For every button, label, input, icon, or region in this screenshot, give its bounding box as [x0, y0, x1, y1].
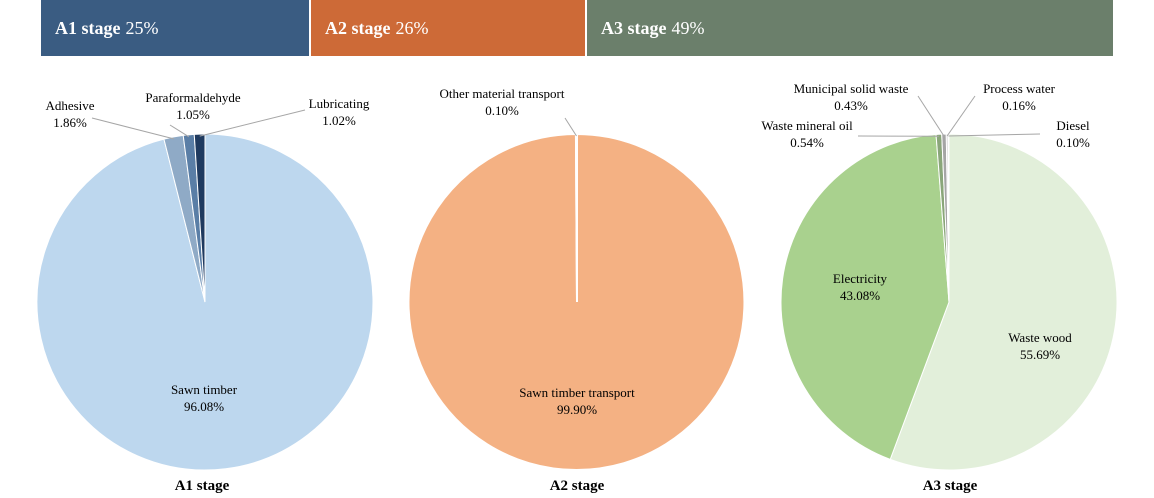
stage-band-label: A1 stage: [55, 17, 121, 38]
leader-line: [948, 133, 1041, 137]
stage-band-a3: A3 stage 49%: [587, 0, 1113, 56]
slice-label: Adhesive 1.86%: [45, 98, 94, 130]
slice-label: Other material transport 0.10%: [440, 86, 565, 118]
leader-line: [946, 95, 976, 137]
pie-title: A2 stage: [550, 478, 605, 494]
slice-label: Electricity 43.08%: [833, 271, 888, 303]
slice-label: Waste wood 55.69%: [1008, 330, 1072, 362]
leader-line: [564, 117, 577, 137]
stage-band-a2: A2 stage 26%: [311, 0, 585, 56]
pie-chart-a3: Waste wood 55.69% Electricity 43.08% Waste m…: [761, 81, 1118, 494]
pie-slice: [574, 132, 578, 303]
leader-line: [199, 109, 306, 137]
stage-band-share: 49%: [671, 17, 705, 38]
pie-title: A3 stage: [923, 478, 978, 494]
stage-band-label: A3 stage: [601, 17, 667, 38]
slice-label: Municipal solid waste 0.43%: [794, 81, 909, 113]
stage-band-label: A2 stage: [325, 17, 391, 38]
stage-band-share: 25%: [125, 17, 159, 38]
slice-label: Sawn timber 96.08%: [171, 382, 238, 414]
stage-band-share: 26%: [395, 17, 429, 38]
leader-line: [917, 95, 945, 137]
pie-chart-a1: Sawn timber 96.08% Adhesive 1.86% Paraformal…: [36, 90, 374, 494]
pie-slice: [780, 133, 950, 461]
slice-label: Process water 0.16%: [983, 81, 1056, 113]
slice-label: Sawn timber transport 99.90%: [519, 385, 635, 417]
leader-line: [91, 117, 175, 140]
slice-label: Diesel 0.10%: [1056, 118, 1090, 150]
slice-label: Waste mineral oil 0.54%: [761, 118, 853, 150]
slice-label: Lubricating 1.02%: [309, 96, 370, 128]
pie-slice: [193, 133, 206, 303]
leader-line: [169, 124, 190, 138]
stage-band-a1: A1 stage 25%: [41, 0, 309, 56]
pie-chart-a2: Sawn timber transport 99.90% Other materia…: [407, 86, 746, 494]
pie-slice: [889, 133, 1118, 471]
slice-label: Paraformaldehyde 1.05%: [145, 90, 241, 122]
pie-title: A1 stage: [175, 478, 230, 494]
